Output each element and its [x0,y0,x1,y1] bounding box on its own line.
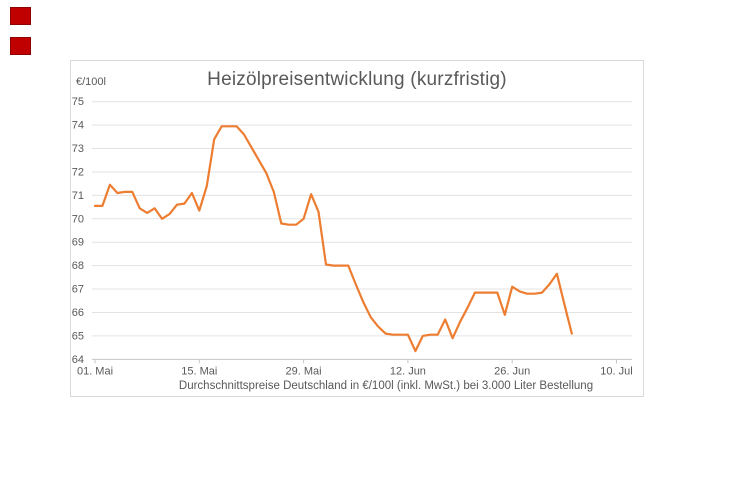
x-tick-label: 29. Mai [286,365,322,377]
y-tick-label: 67 [72,284,84,296]
y-tick-label: 70 [72,213,84,225]
red-placeholder-icon [10,7,31,25]
chart-container: €/100l Heizölpreisentwicklung (kurzfrist… [70,60,644,397]
chart-caption: Durchschnittspreise Deutschland in €/100… [178,380,594,392]
y-tick-label: 68 [72,260,84,272]
y-tick-label: 64 [72,354,84,366]
y-tick-label: 69 [72,237,84,249]
x-tick-label: 10. Jul [600,365,632,377]
x-tick-label: 12. Jun [390,365,426,377]
y-tick-label: 65 [72,330,84,342]
price-line [93,125,573,353]
y-tick-label: 73 [72,143,84,155]
y-tick-label: 72 [72,166,84,178]
x-tick-label: 01. Mai [77,365,113,377]
chart-title: Heizölpreisentwicklung (kurzfristig) [207,69,507,90]
y-tick-label: 71 [72,190,84,202]
y-tick-label: 66 [72,307,84,319]
red-placeholder-icon [10,37,31,55]
y-axis-unit-label: €/100l [76,76,106,88]
y-tick-label: 74 [72,120,84,132]
y-tick-label: 75 [72,96,84,108]
x-tick-label: 26. Jun [494,365,530,377]
x-tick-label: 15. Mai [181,365,217,377]
